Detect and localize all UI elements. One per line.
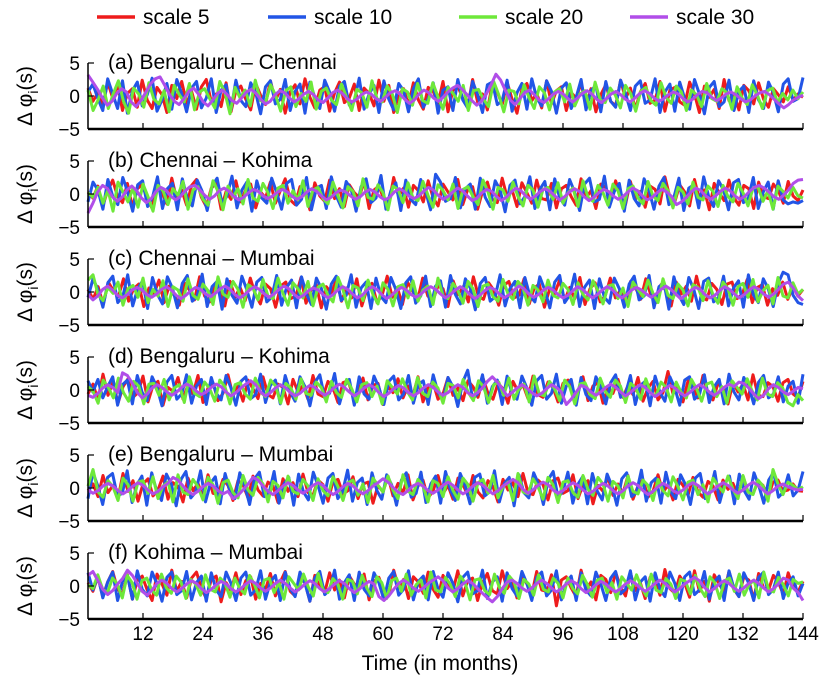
panel-title: (c) Chennai – Mumbai [108, 247, 315, 270]
y-tick-label: −5 [58, 610, 80, 631]
y-tick-label: 5 [69, 54, 80, 75]
panel-e: 5 0 −5 (e) Bengaluru – Mumbai Δ φi(s) [14, 443, 805, 533]
y-tick-label: 5 [69, 152, 80, 173]
x-tick-label: 12 [132, 624, 153, 645]
x-tick-label: 144 [787, 624, 819, 645]
x-tick-label: 48 [312, 624, 333, 645]
legend-label-scale-5: scale 5 [143, 6, 210, 29]
panel-d: 5 0 −5 (d) Bengaluru – Kohima Δ φi(s) [14, 345, 805, 435]
x-tick-label: 24 [192, 624, 214, 645]
chart-panels: 5 0 −5 (a) Bengaluru – Chennai Δ φi(s) 5 0 −5 (b… [14, 51, 819, 645]
y-tick-label: 0 [69, 381, 80, 402]
series-line-scale-30 [87, 475, 804, 501]
panel-title: (a) Bengaluru – Chennai [108, 51, 337, 74]
y-tick-label: 0 [69, 283, 80, 304]
y-tick-label: −5 [58, 414, 80, 435]
series-line-scale-30 [87, 568, 805, 604]
panel-c: 5 0 −5 (c) Chennai – Mumbai Δ φi(s) [14, 247, 805, 337]
y-tick-label: 0 [69, 479, 80, 500]
series-line-scale-30 [87, 371, 804, 406]
panel-a: 5 0 −5 (a) Bengaluru – Chennai Δ φi(s) [14, 51, 805, 141]
series-line-scale-30 [86, 178, 804, 214]
y-tick-label: 0 [69, 577, 80, 598]
series-line-scale-20 [86, 177, 804, 213]
y-axis-label: Δ φi(s) [14, 360, 41, 420]
x-axis-label: Time (in months) [362, 652, 519, 675]
series-line-scale-10 [86, 172, 804, 214]
y-tick-label: 5 [69, 250, 80, 271]
panel-title: (d) Bengaluru – Kohima [108, 345, 330, 368]
series-line-scale-20 [87, 570, 804, 602]
series-line-scale-10 [86, 270, 804, 312]
y-tick-label: 0 [69, 185, 80, 206]
series-line-scale-20 [86, 78, 805, 116]
panel-title: (f) Kohima – Mumbai [108, 541, 303, 564]
y-tick-label: 5 [69, 544, 80, 565]
y-tick-label: −5 [58, 120, 80, 141]
x-tick-label: 120 [667, 624, 699, 645]
series-line-scale-30 [86, 280, 805, 302]
y-axis-label: Δ φi(s) [14, 262, 41, 322]
y-tick-label: 5 [69, 348, 80, 369]
x-tick-label: 72 [432, 624, 453, 645]
x-tick-label: 108 [607, 624, 639, 645]
series-line-scale-20 [86, 468, 804, 505]
y-tick-label: −5 [58, 218, 80, 239]
legend-label-scale-10: scale 10 [314, 6, 392, 29]
legend: scale 5 scale 10 scale 20 scale 30 [97, 6, 754, 29]
y-tick-label: 0 [69, 87, 80, 108]
y-tick-label: −5 [58, 316, 80, 337]
x-tick-label: 60 [372, 624, 393, 645]
x-tick-label: 84 [492, 624, 514, 645]
y-axis-label: Δ φi(s) [14, 458, 41, 518]
legend-label-scale-30: scale 30 [676, 6, 754, 29]
series-line-scale-30 [86, 72, 804, 110]
y-axis-label: Δ φi(s) [14, 556, 41, 616]
legend-label-scale-20: scale 20 [505, 6, 583, 29]
y-tick-label: 5 [69, 446, 80, 467]
panel-f: 5 0 −5 12 24 36 48 60 72 84 96 108 120 132 144 (f) Kohi… [14, 541, 819, 645]
x-tick-label: 132 [727, 624, 759, 645]
y-axis-label: Δ φi(s) [14, 164, 41, 224]
x-tick-label: 36 [252, 624, 273, 645]
y-axis-label: Δ φi(s) [14, 66, 41, 126]
panel-title: (b) Chennai – Kohima [108, 149, 313, 172]
x-tick-label: 96 [552, 624, 573, 645]
panel-title: (e) Bengaluru – Mumbai [108, 443, 333, 466]
y-tick-label: −5 [58, 512, 80, 533]
panel-b: 5 0 −5 (b) Chennai – Kohima Δ φi(s) [14, 149, 805, 239]
series-line-scale-10 [86, 468, 805, 508]
